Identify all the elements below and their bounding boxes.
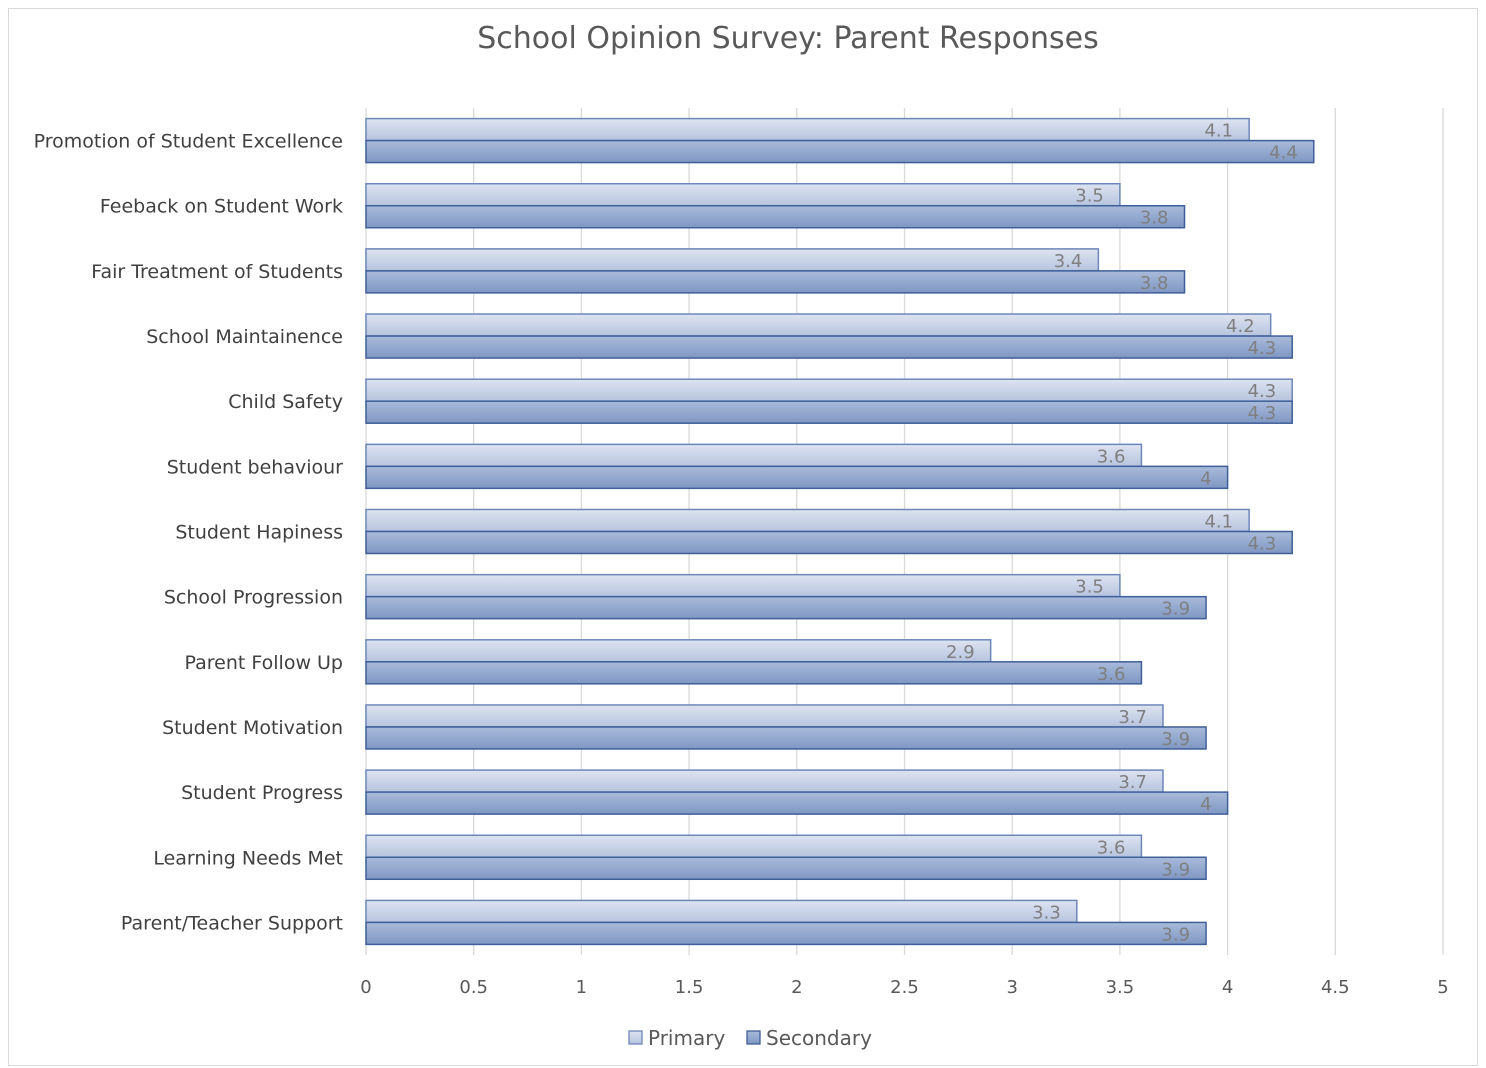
data-label: 3.7 — [1118, 772, 1147, 793]
x-tick-label: 3.5 — [1106, 977, 1135, 998]
data-label: 4.3 — [1248, 534, 1277, 555]
data-label: 4.3 — [1248, 403, 1277, 424]
bar-primary — [365, 248, 1100, 272]
data-label: 3.9 — [1161, 859, 1190, 880]
bar-secondary — [365, 921, 1207, 946]
bar-primary — [365, 117, 1250, 142]
bar-secondary — [365, 465, 1229, 490]
x-tick-label: 5 — [1437, 977, 1448, 998]
x-tick-label: 0 — [360, 977, 371, 998]
bar-primary — [365, 378, 1293, 402]
bar-secondary — [365, 856, 1207, 881]
category-label: Learning Needs Met — [153, 847, 343, 869]
x-tick-label: 3 — [1006, 977, 1017, 998]
x-tick-label: 4 — [1222, 977, 1233, 998]
bar-secondary — [365, 661, 1143, 685]
category-label: School Maintainence — [146, 326, 343, 348]
x-tick-label: 1.5 — [675, 977, 704, 998]
bar-secondary — [365, 791, 1229, 815]
legend: Primary Secondary — [628, 1026, 872, 1050]
legend-label-secondary: Secondary — [766, 1026, 872, 1050]
category-label: Student behaviour — [167, 456, 343, 478]
bar-primary — [365, 443, 1143, 468]
data-label: 3.5 — [1075, 186, 1104, 207]
bar-primary — [365, 639, 992, 663]
bar-secondary — [365, 139, 1315, 164]
bar-secondary — [365, 595, 1207, 620]
category-label: Parent/Teacher Support — [121, 912, 343, 934]
category-label: Student Hapiness — [175, 522, 343, 544]
bar-secondary — [365, 204, 1186, 229]
x-tick-label: 0.5 — [459, 977, 488, 998]
x-tick-label: 1 — [576, 977, 587, 998]
data-label: 3.7 — [1118, 707, 1147, 728]
data-label: 4.2 — [1226, 316, 1255, 337]
bar-primary — [365, 834, 1143, 859]
bar-secondary — [365, 726, 1207, 750]
data-label: 3.3 — [1032, 902, 1061, 923]
category-label: Fair Treatment of Students — [91, 261, 343, 283]
category-label: Student Motivation — [162, 717, 343, 739]
data-labels: 4.14.43.53.83.43.84.24.34.34.33.644.14.3… — [946, 121, 1298, 946]
category-label: Feeback on Student Work — [100, 196, 343, 218]
bar-primary — [365, 508, 1250, 533]
data-label: 3.8 — [1140, 273, 1169, 294]
x-tick-label: 4.5 — [1321, 977, 1350, 998]
data-label: 3.9 — [1161, 599, 1190, 620]
bar-primary — [365, 704, 1164, 728]
category-label: Child Safety — [228, 391, 343, 413]
bar-primary — [365, 573, 1121, 598]
legend-swatch-primary — [628, 1030, 643, 1045]
data-label: 4.1 — [1204, 121, 1233, 142]
bar-secondary — [365, 270, 1186, 294]
data-label: 4.3 — [1248, 381, 1277, 402]
data-label: 3.6 — [1097, 664, 1126, 685]
bar-secondary — [365, 400, 1293, 424]
data-label: 3.9 — [1161, 729, 1190, 750]
data-label: 4.4 — [1269, 143, 1298, 164]
bar-primary — [365, 313, 1272, 337]
x-tick-label: 2.5 — [890, 977, 919, 998]
data-label: 3.9 — [1161, 924, 1190, 945]
data-label: 3.4 — [1054, 251, 1083, 272]
category-label: School Progression — [164, 587, 343, 609]
data-label: 3.5 — [1075, 577, 1104, 598]
bar-secondary — [365, 335, 1293, 359]
data-label: 4.3 — [1248, 338, 1277, 359]
data-label: 4 — [1200, 468, 1211, 489]
data-label: 4 — [1200, 794, 1211, 815]
chart-title: School Opinion Survey: Parent Responses — [477, 21, 1098, 56]
category-labels: Promotion of Student Excellence Feeback o… — [34, 131, 344, 935]
bar-secondary — [365, 530, 1293, 555]
bars — [365, 117, 1315, 946]
legend-swatch-secondary — [746, 1030, 761, 1045]
data-label: 3.8 — [1140, 208, 1169, 229]
bar-primary — [365, 899, 1078, 924]
category-label: Parent Follow Up — [185, 652, 343, 674]
category-label: Promotion of Student Excellence — [34, 131, 343, 153]
data-label: 3.6 — [1097, 446, 1126, 467]
data-label: 2.9 — [946, 642, 975, 663]
bar-primary — [365, 182, 1121, 207]
data-label: 4.1 — [1204, 512, 1233, 533]
x-axis-tick-labels: 0 0.5 1 1.5 2 2.5 3 3.5 4 4.5 5 — [360, 977, 1448, 998]
bar-primary — [365, 769, 1164, 793]
data-label: 3.6 — [1097, 837, 1126, 858]
x-tick-label: 2 — [791, 977, 802, 998]
category-label: Student Progress — [181, 782, 343, 804]
legend-label-primary: Primary — [648, 1026, 725, 1050]
